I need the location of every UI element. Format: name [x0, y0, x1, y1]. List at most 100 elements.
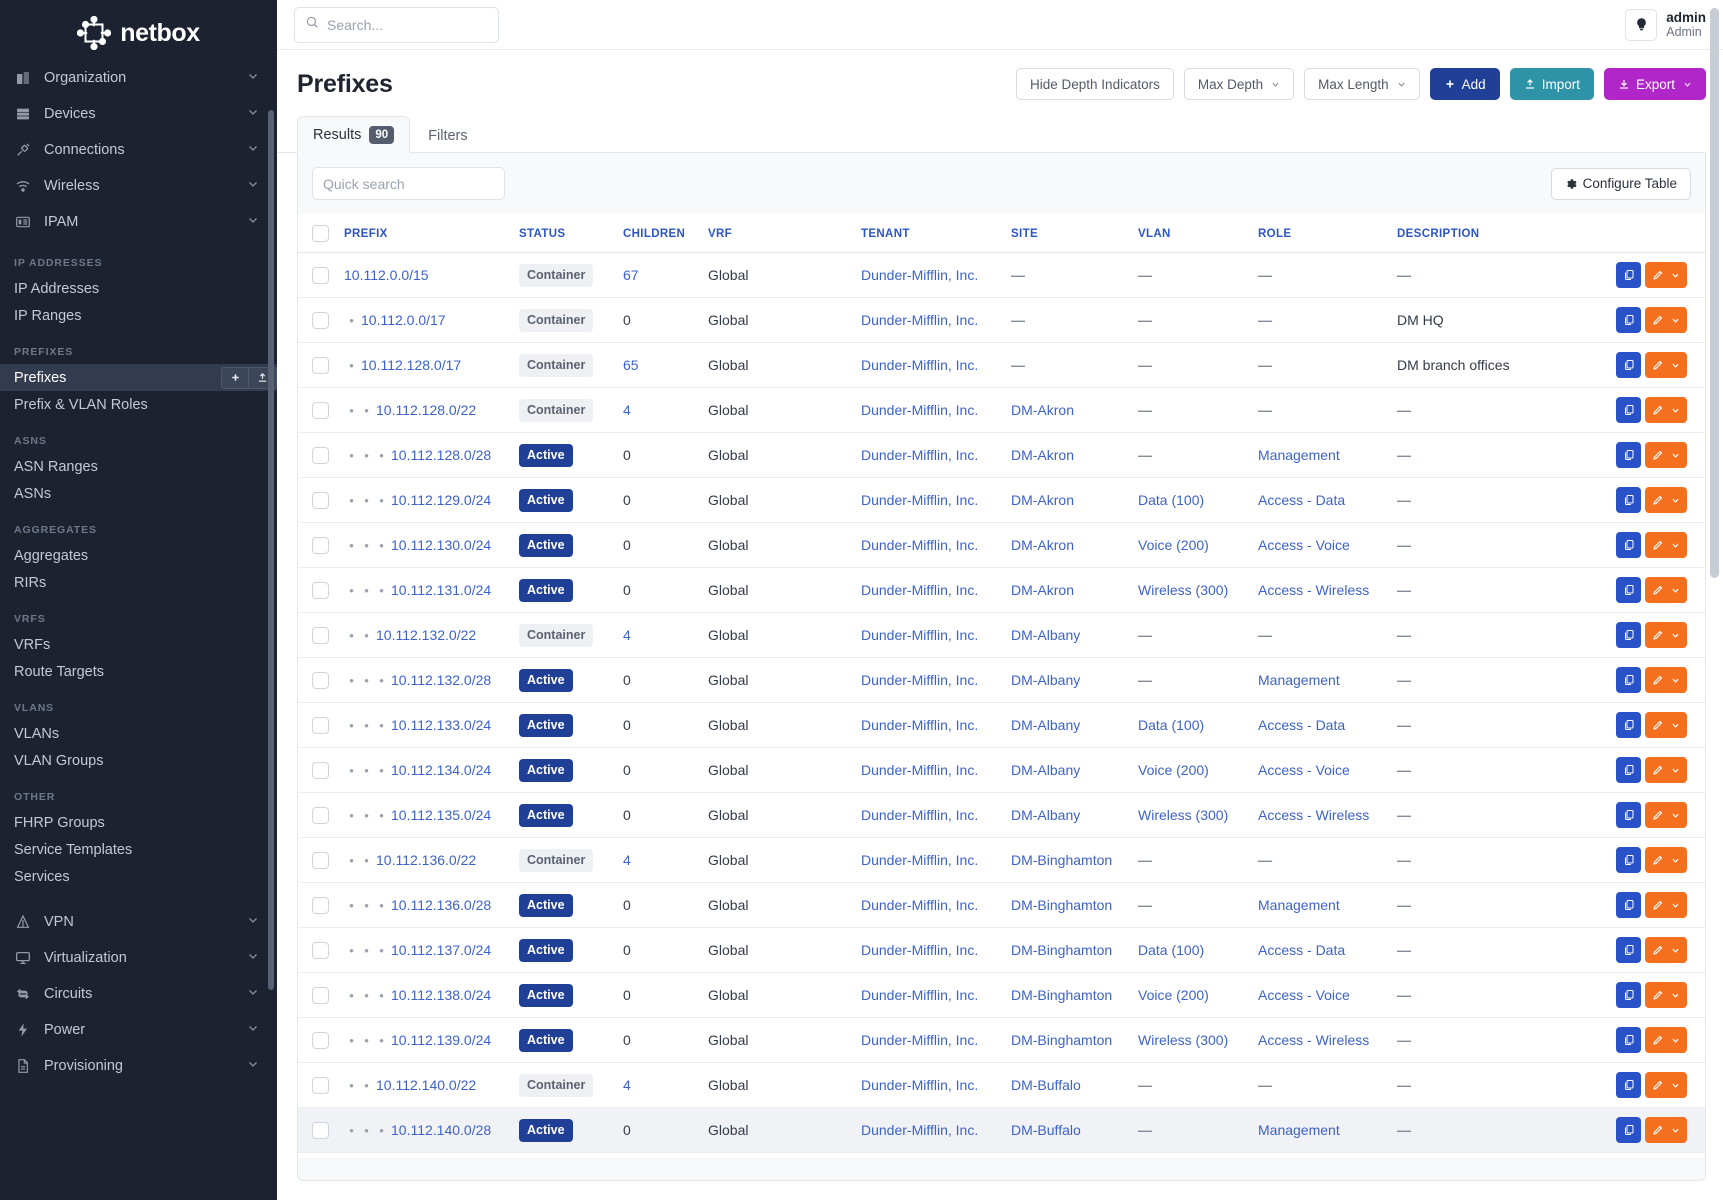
- cell-link[interactable]: Access - Data: [1258, 492, 1346, 509]
- cell-link[interactable]: Voice (200): [1138, 987, 1209, 1004]
- select-all-checkbox[interactable]: [312, 225, 329, 243]
- prefix-link[interactable]: 10.112.133.0/24: [391, 717, 492, 734]
- chevron-down-icon[interactable]: [247, 70, 259, 86]
- edit-row-button[interactable]: [1645, 757, 1687, 784]
- cell-link[interactable]: DM-Albany: [1011, 717, 1081, 734]
- clone-row-button[interactable]: [1616, 712, 1641, 739]
- edit-row-button[interactable]: [1645, 982, 1687, 1009]
- prefix-link[interactable]: 10.112.134.0/24: [391, 762, 492, 779]
- cell-link[interactable]: DM-Binghamton: [1011, 897, 1113, 914]
- row-select-cell[interactable]: [298, 567, 336, 614]
- user-menu[interactable]: admin Admin: [1625, 8, 1706, 41]
- cell-link[interactable]: Access - Wireless: [1258, 1032, 1370, 1049]
- brand-logo-area[interactable]: netbox: [0, 0, 277, 60]
- edit-row-button[interactable]: [1645, 1072, 1687, 1099]
- row-checkbox[interactable]: [312, 806, 329, 824]
- edit-row-button[interactable]: [1645, 307, 1687, 334]
- table-scroll-area[interactable]: Prefix Status Children VRF Tenant Site V…: [298, 214, 1705, 1159]
- clone-row-button[interactable]: [1616, 1072, 1641, 1099]
- row-select-cell[interactable]: [298, 612, 336, 659]
- sidebar-item-services[interactable]: Services: [0, 863, 277, 890]
- cell-link[interactable]: Access - Voice: [1258, 987, 1350, 1004]
- chevron-down-icon[interactable]: [247, 178, 259, 194]
- row-checkbox[interactable]: [312, 941, 329, 959]
- cell-link[interactable]: Dunder-Mifflin, Inc.: [861, 537, 979, 554]
- tab-results[interactable]: Results 90: [297, 116, 411, 154]
- edit-row-button[interactable]: [1645, 532, 1687, 559]
- row-checkbox[interactable]: [312, 401, 329, 419]
- clone-row-button[interactable]: [1616, 847, 1641, 874]
- sidebar-item-route-targets[interactable]: Route Targets: [0, 658, 277, 685]
- cell-link[interactable]: Data (100): [1138, 717, 1205, 734]
- column-header-prefix[interactable]: Prefix: [336, 214, 511, 254]
- cell-link[interactable]: Dunder-Mifflin, Inc.: [861, 942, 979, 959]
- sidebar-group-devices[interactable]: Devices: [0, 96, 277, 132]
- clone-row-button[interactable]: [1616, 577, 1641, 604]
- row-checkbox[interactable]: [312, 1121, 329, 1139]
- edit-row-button[interactable]: [1645, 892, 1687, 919]
- clone-row-button[interactable]: [1616, 1117, 1641, 1144]
- cell-link[interactable]: Dunder-Mifflin, Inc.: [861, 582, 979, 599]
- table-row[interactable]: • • • 10.112.131.0/24 Active 0 Global Dunder-Mi…: [298, 567, 1705, 614]
- sidebar-group-provisioning[interactable]: Provisioning: [0, 1048, 277, 1084]
- table-row[interactable]: • • • 10.112.132.0/28 Active 0 Global Dunder-Mi…: [298, 657, 1705, 704]
- edit-row-button[interactable]: [1645, 1027, 1687, 1054]
- row-select-cell[interactable]: [298, 252, 336, 299]
- column-header-children[interactable]: Children: [615, 214, 700, 254]
- sidebar-item-service-templates[interactable]: Service Templates: [0, 836, 277, 863]
- row-select-cell[interactable]: [298, 747, 336, 794]
- add-button[interactable]: Add: [1429, 68, 1500, 100]
- edit-row-button[interactable]: [1645, 937, 1687, 964]
- row-checkbox[interactable]: [312, 491, 329, 509]
- row-select-cell[interactable]: [298, 882, 336, 929]
- sidebar-item-fhrp-groups[interactable]: FHRP Groups: [0, 809, 277, 836]
- cell-link[interactable]: DM-Binghamton: [1011, 942, 1113, 959]
- sidebar-group-circuits[interactable]: Circuits: [0, 976, 277, 1012]
- sidebar-item-rirs[interactable]: RIRs: [0, 569, 277, 596]
- clone-row-button[interactable]: [1616, 262, 1641, 289]
- cell-link[interactable]: Management: [1258, 447, 1340, 464]
- prefix-link[interactable]: 10.112.129.0/24: [391, 492, 492, 509]
- cell-link[interactable]: 65: [623, 357, 639, 374]
- cell-link[interactable]: Dunder-Mifflin, Inc.: [861, 627, 979, 644]
- sidebar-group-vpn[interactable]: VPN: [0, 904, 277, 940]
- table-row[interactable]: • • • 10.112.130.0/24 Active 0 Global Dunder-Mi…: [298, 522, 1705, 569]
- table-row[interactable]: • • 10.112.132.0/22 Container 4 Global Dunder-…: [298, 612, 1705, 659]
- prefix-link[interactable]: 10.112.139.0/24: [391, 1032, 492, 1049]
- max-depth-dropdown[interactable]: Max Depth: [1183, 68, 1295, 100]
- row-select-cell[interactable]: [298, 1152, 336, 1159]
- cell-link[interactable]: DM-Akron: [1011, 537, 1075, 554]
- table-row[interactable]: • • • 10.112.137.0/24 Active 0 Global Dunder-Mi…: [298, 927, 1705, 974]
- sidebar-group-wireless[interactable]: Wireless: [0, 168, 277, 204]
- row-checkbox[interactable]: [312, 1031, 329, 1049]
- cell-link[interactable]: Dunder-Mifflin, Inc.: [861, 402, 979, 419]
- row-checkbox[interactable]: [312, 446, 329, 464]
- clone-row-button[interactable]: [1616, 397, 1641, 424]
- global-search[interactable]: [294, 6, 499, 43]
- cell-link[interactable]: DM-Albany: [1011, 762, 1081, 779]
- avatar[interactable]: [1625, 8, 1658, 41]
- cell-link[interactable]: DM-Akron: [1011, 492, 1075, 509]
- column-header-vlan[interactable]: VLAN: [1130, 214, 1250, 254]
- prefix-link[interactable]: 10.112.132.0/22: [376, 627, 477, 644]
- table-row[interactable]: • • 10.112.128.0/22 Container 4 Global Dunder-…: [298, 387, 1705, 434]
- max-length-dropdown[interactable]: Max Length: [1304, 68, 1420, 100]
- row-checkbox[interactable]: [312, 851, 329, 869]
- clone-row-button[interactable]: [1616, 442, 1641, 469]
- cell-link[interactable]: Management: [1258, 1122, 1340, 1139]
- cell-link[interactable]: 4: [623, 1077, 631, 1094]
- cell-link[interactable]: DM-Akron: [1011, 402, 1075, 419]
- cell-link[interactable]: 67: [623, 267, 639, 284]
- row-select-cell[interactable]: [298, 792, 336, 839]
- prefix-link[interactable]: 10.112.137.0/24: [391, 942, 492, 959]
- table-row[interactable]: • • • 10.112.129.0/24 Active 0 Global Dunder-Mi…: [298, 477, 1705, 524]
- row-select-cell[interactable]: [298, 1017, 336, 1064]
- cell-link[interactable]: Dunder-Mifflin, Inc.: [861, 987, 979, 1004]
- cell-link[interactable]: Dunder-Mifflin, Inc.: [861, 897, 979, 914]
- edit-row-button[interactable]: [1645, 802, 1687, 829]
- row-checkbox[interactable]: [312, 311, 329, 329]
- edit-row-button[interactable]: [1645, 622, 1687, 649]
- sidebar-group-organization[interactable]: Organization: [0, 60, 277, 96]
- prefix-link[interactable]: 10.112.128.0/28: [391, 447, 492, 464]
- sidebar-item-ip-addresses[interactable]: IP Addresses: [0, 275, 277, 302]
